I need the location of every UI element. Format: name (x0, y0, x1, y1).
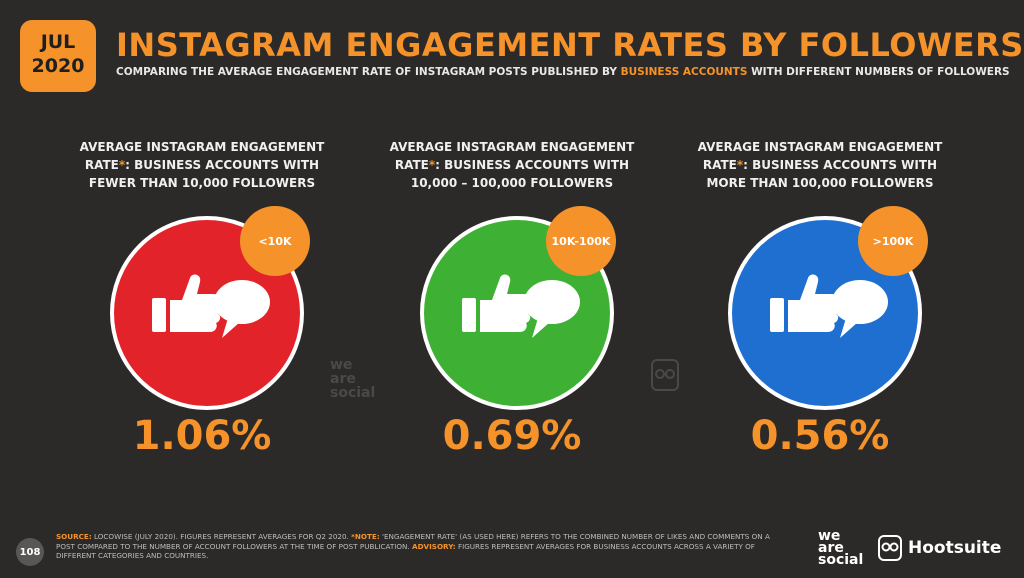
subtitle-highlight: BUSINESS ACCOUNTS (620, 66, 748, 78)
subtitle-post: WITH DIFFERENT NUMBERS OF FOLLOWERS (747, 66, 1010, 78)
caption-line2: RATE*: BUSINESS ACCOUNTS WITH (670, 156, 970, 174)
footer-notes: SOURCE: LOCOWISE (JULY 2020). FIGURES RE… (56, 532, 786, 561)
note-text: 'ENGAGEMENT RATE' (AS USED HERE) REFERS … (56, 532, 770, 551)
watermark-line3: social (330, 385, 376, 401)
source-text: LOCOWISE (JULY 2020). FIGURES REPRESENT … (91, 532, 352, 541)
advisory-text: FIGURES REPRESENT AVERAGES FOR BUSINESS … (56, 541, 755, 561)
value-over-100k: 0.56% (750, 413, 890, 459)
caption-line3: MORE THAN 100,000 FOLLOWERS (706, 176, 934, 190)
page-title: INSTAGRAM ENGAGEMENT RATES BY FOLLOWERS (116, 26, 1024, 64)
panel-caption: AVERAGE INSTAGRAM ENGAGEMENT RATE*: BUSI… (670, 138, 970, 192)
caption-line2a: RATE (394, 158, 429, 172)
like-comment-icon (770, 274, 888, 338)
value-10k-100k: 0.69% (442, 413, 582, 459)
panel-under-10k: AVERAGE INSTAGRAM ENGAGEMENT RATE*: BUSI… (52, 138, 352, 192)
advisory-label: ADVISORY: (412, 541, 456, 551)
page-subtitle: COMPARING THE AVERAGE ENGAGEMENT RATE OF… (116, 66, 1010, 78)
hootsuite-wordmark: Hootsuite (908, 538, 1002, 558)
badge-over-100k: >100K (858, 206, 928, 276)
owl-icon (878, 535, 902, 561)
value-under-10k: 1.06% (132, 413, 272, 459)
caption-line1: AVERAGE INSTAGRAM ENGAGEMENT (389, 140, 635, 154)
caption-line3: 10,000 – 100,000 FOLLOWERS (410, 176, 614, 190)
hootsuite-logo: Hootsuite (878, 530, 1001, 566)
owl-watermark-icon (651, 359, 679, 391)
date-month: JUL (40, 31, 76, 53)
panel-caption: AVERAGE INSTAGRAM ENGAGEMENT RATE*: BUSI… (52, 138, 352, 192)
caption-star: * (118, 158, 126, 172)
like-comment-icon (462, 274, 580, 338)
caption-line2b: : BUSINESS ACCOUNTS WITH (435, 158, 630, 172)
like-comment-icon (152, 274, 270, 338)
caption-line1: AVERAGE INSTAGRAM ENGAGEMENT (697, 140, 943, 154)
subtitle-pre: COMPARING THE AVERAGE ENGAGEMENT RATE OF… (116, 66, 621, 78)
ws-logo-line1: we (818, 528, 841, 544)
caption-line2b: : BUSINESS ACCOUNTS WITH (125, 158, 320, 172)
caption-line2: RATE*: BUSINESS ACCOUNTS WITH (362, 156, 662, 174)
caption-star: * (736, 158, 744, 172)
caption-line2b: : BUSINESS ACCOUNTS WITH (743, 158, 938, 172)
date-badge: JUL 2020 (20, 20, 96, 92)
source-label: SOURCE: (56, 532, 92, 541)
we-are-social-logo: we are social (818, 528, 864, 568)
caption-line2a: RATE (702, 158, 737, 172)
caption-star: * (428, 158, 436, 172)
page-number: 108 (16, 538, 44, 566)
badge-10k-100k: 10K-100K (546, 206, 616, 276)
panel-10k-100k: AVERAGE INSTAGRAM ENGAGEMENT RATE*: BUSI… (362, 138, 662, 192)
ws-logo-line2: are (818, 540, 844, 556)
caption-line3: FEWER THAN 10,000 FOLLOWERS (88, 176, 316, 190)
ws-logo-line3: social (818, 552, 864, 568)
date-year: 2020 (31, 55, 85, 77)
watermark-line1: we (330, 357, 353, 373)
panel-caption: AVERAGE INSTAGRAM ENGAGEMENT RATE*: BUSI… (362, 138, 662, 192)
watermark-line2: are (330, 371, 356, 387)
caption-line1: AVERAGE INSTAGRAM ENGAGEMENT (79, 140, 325, 154)
caption-line2a: RATE (84, 158, 119, 172)
panel-over-100k: AVERAGE INSTAGRAM ENGAGEMENT RATE*: BUSI… (670, 138, 970, 192)
we-are-social-watermark: we are social (330, 358, 375, 400)
caption-line2: RATE*: BUSINESS ACCOUNTS WITH (52, 156, 352, 174)
badge-under-10k: <10K (240, 206, 310, 276)
note-label: *NOTE: (351, 532, 380, 541)
